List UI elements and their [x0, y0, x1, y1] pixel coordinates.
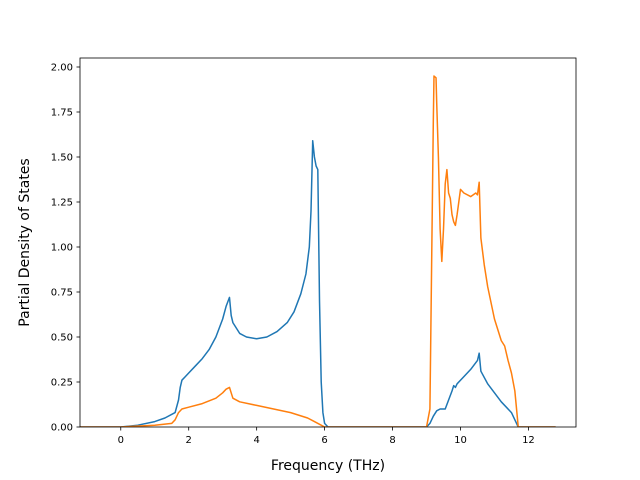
- y-tick-label: 0.25: [51, 378, 73, 389]
- x-tick-label: 4: [253, 435, 259, 446]
- y-tick-label: 0.50: [51, 333, 73, 344]
- y-tick-label: 0.00: [51, 423, 73, 434]
- x-axis-ticks: 0 2 4 6 8 10 12: [118, 427, 535, 446]
- series-line-1: [80, 140, 556, 427]
- y-tick-label: 1.75: [51, 108, 73, 119]
- series-layer: [80, 75, 556, 427]
- x-tick-label: 6: [321, 435, 327, 446]
- x-tick-label: 12: [522, 435, 535, 446]
- x-axis-label: Frequency (THz): [271, 458, 385, 474]
- x-tick-label: 2: [186, 435, 192, 446]
- axes-frame: [79, 57, 577, 428]
- y-tick-label: 1.25: [51, 198, 73, 209]
- y-axis-ticks: 0.00 0.25 0.50 0.75 1.00 1.25 1.50 1.75 2.00: [51, 63, 80, 434]
- y-tick-label: 1.00: [51, 243, 73, 254]
- series-line-2: [80, 75, 556, 427]
- x-tick-label: 0: [118, 435, 124, 446]
- y-tick-label: 0.75: [51, 288, 73, 299]
- x-tick-label: 10: [454, 435, 467, 446]
- y-axis-label: Partial Density of States: [17, 158, 33, 326]
- y-tick-label: 1.50: [51, 153, 73, 164]
- y-tick-label: 2.00: [51, 63, 73, 74]
- x-tick-label: 8: [389, 435, 395, 446]
